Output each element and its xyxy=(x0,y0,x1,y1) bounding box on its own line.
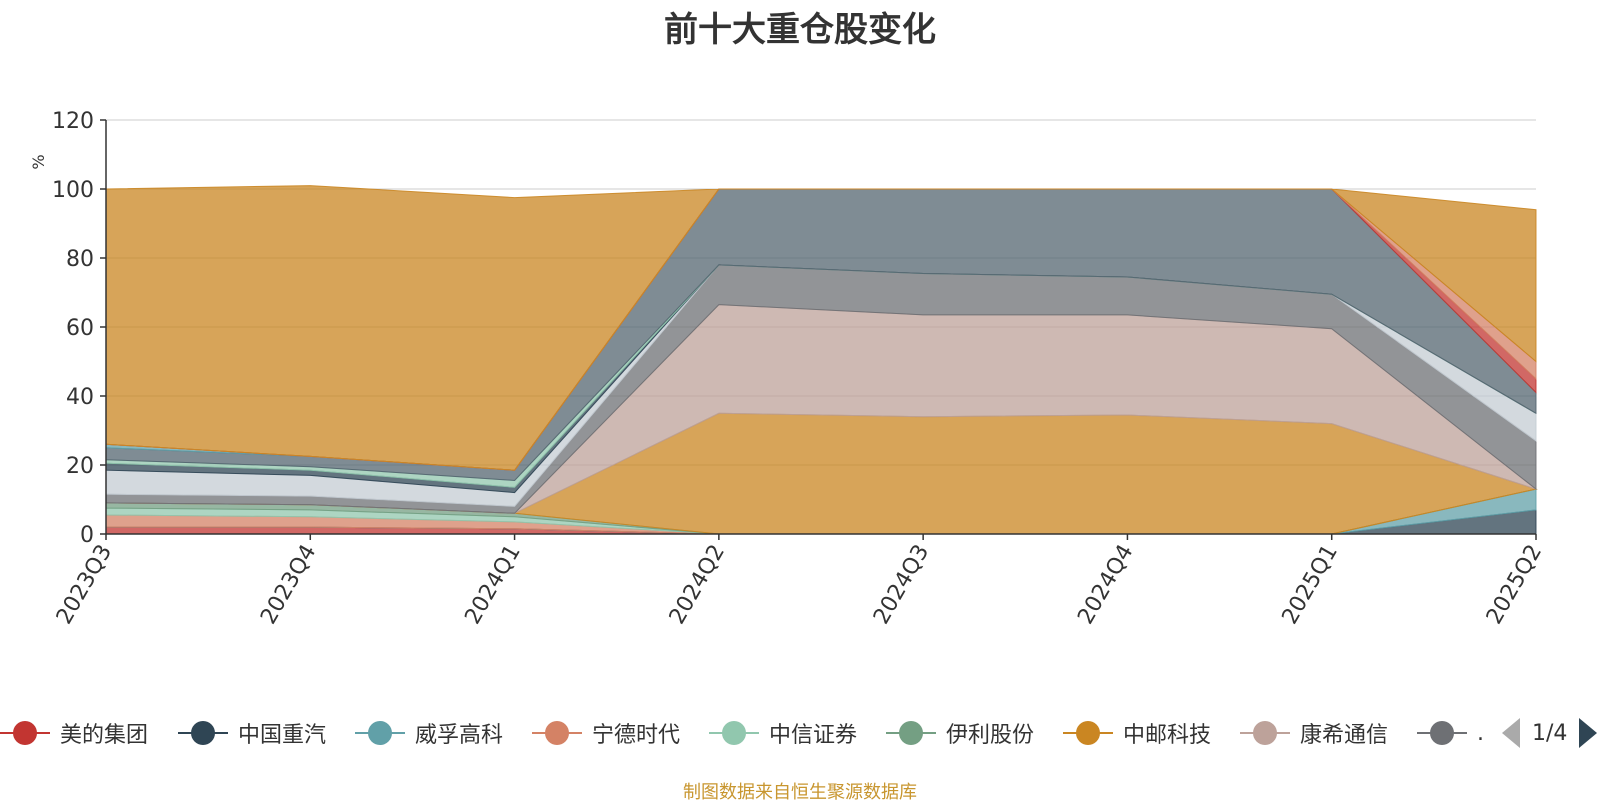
legend-item[interactable]: 美的集团 xyxy=(0,713,148,753)
legend-swatch-icon xyxy=(709,713,759,753)
x-tick-label: 2024Q2 xyxy=(665,541,730,629)
legend-label: 伊利股份 xyxy=(946,723,1035,748)
legend-item[interactable]: 中国重汽 xyxy=(178,713,326,753)
y-tick-label: 80 xyxy=(66,247,94,272)
legend-label: 中邮科技 xyxy=(1123,723,1212,748)
x-tick-label: 2024Q1 xyxy=(460,541,525,629)
legend-item[interactable]: 中邮科技 xyxy=(1063,713,1211,753)
legend-label: 美的集团 xyxy=(60,723,149,748)
y-axis-unit-label: % xyxy=(29,154,48,169)
legend-next-page-icon[interactable] xyxy=(1579,718,1598,748)
y-tick-label: 20 xyxy=(66,454,94,479)
legend-label: 宁德时代 xyxy=(592,723,681,748)
legend-swatch-icon xyxy=(1417,713,1467,753)
y-tick-label: 60 xyxy=(66,316,94,341)
legend-prev-page-icon[interactable] xyxy=(1502,718,1520,748)
legend-swatch-icon xyxy=(0,713,50,753)
chart-plot: 0 20 40 60 80 100 120 2023Q3 2023Q4 2024Q1 2024Q2 2… xyxy=(29,109,1547,629)
x-tick-label: 2024Q3 xyxy=(869,541,934,629)
legend-page-indicator: 1/4 xyxy=(1532,720,1568,746)
legend-item[interactable]: 威孚高科 xyxy=(355,713,503,753)
legend: 美的集团 中国重汽 威孚高科 宁德时代 中信证券 伊利股份 中邮科技 康希通信. xyxy=(0,713,1600,753)
y-tick-label: 40 xyxy=(66,385,94,410)
legend-swatch-icon xyxy=(355,713,405,753)
legend-label: 中信证券 xyxy=(769,723,858,748)
chart-title: 前十大重仓股变化 xyxy=(664,10,936,50)
x-tick-label: 2023Q4 xyxy=(256,541,321,629)
x-tick-label: 2025Q1 xyxy=(1278,541,1343,629)
y-tick-label: 120 xyxy=(52,109,94,134)
x-tick-label: 2024Q4 xyxy=(1073,541,1138,629)
y-tick-label: 0 xyxy=(80,523,94,548)
source-note: 制图数据来自恒生聚源数据库 xyxy=(683,782,917,803)
legend-swatch-icon xyxy=(1063,713,1113,753)
y-tick-label: 100 xyxy=(52,178,94,203)
legend-swatch-icon xyxy=(1240,713,1290,753)
legend-item[interactable]: 中信证券 xyxy=(709,713,857,753)
x-tick-label: 2023Q3 xyxy=(52,541,117,629)
legend-label: 康希通信 xyxy=(1300,723,1389,748)
legend-label: 威孚高科 xyxy=(415,723,504,748)
legend-swatch-icon xyxy=(532,713,582,753)
legend-pager: 1/4 xyxy=(1502,713,1598,753)
legend-item[interactable]: . xyxy=(1417,713,1484,753)
legend-swatch-icon xyxy=(178,713,228,753)
legend-label: . xyxy=(1477,720,1484,746)
legend-item[interactable]: 宁德时代 xyxy=(532,713,680,753)
x-tick-label: 2025Q2 xyxy=(1482,541,1547,629)
area-series xyxy=(105,185,1538,535)
legend-item[interactable]: 伊利股份 xyxy=(886,713,1034,753)
area-series-17[interactable] xyxy=(105,185,1537,471)
legend-item[interactable]: 康希通信 xyxy=(1240,713,1388,753)
legend-swatch-icon xyxy=(886,713,936,753)
legend-label: 中国重汽 xyxy=(238,723,327,748)
